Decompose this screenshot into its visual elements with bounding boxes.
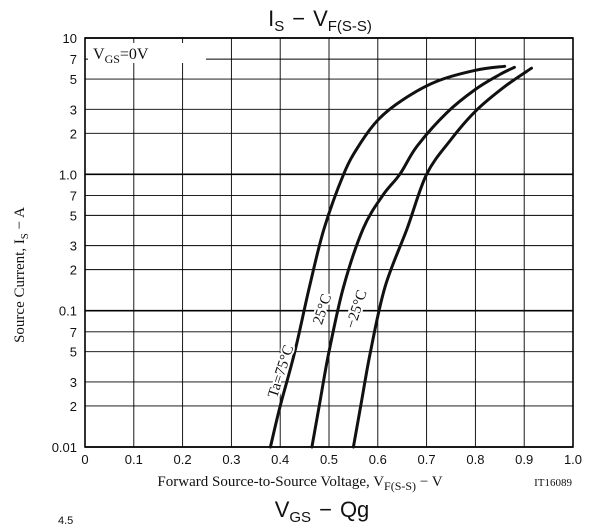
x-tick-label: 0 <box>81 452 88 467</box>
doc-code: IT16089 <box>534 477 572 489</box>
series-curve-1 <box>310 65 516 449</box>
series-curve-0 <box>268 64 507 449</box>
next-chart-title: VGS − Qg <box>275 497 370 526</box>
x-tick-label: 0.1 <box>125 452 143 467</box>
y-tick-label: 5 <box>70 345 77 360</box>
y-tick-label: 7 <box>70 52 77 67</box>
y-tick-label: 0.1 <box>59 304 77 319</box>
x-tick-label: 0.2 <box>174 452 192 467</box>
x-tick-label: 0.5 <box>320 452 338 467</box>
y-tick-label: 0.01 <box>52 440 77 455</box>
plot-grid <box>84 37 574 448</box>
x-tick-label: 0.4 <box>271 452 289 467</box>
series-curve-2 <box>351 66 533 449</box>
y-tick-label: 1.0 <box>59 167 77 182</box>
y-tick-label: 3 <box>70 102 77 117</box>
x-tick-label: 0.8 <box>466 452 484 467</box>
y-tick-label: 7 <box>70 325 77 340</box>
y-tick-label: 5 <box>70 208 77 223</box>
condition-label-box <box>88 43 206 63</box>
x-tick-labels: 0 0.1 0.2 0.3 0.4 0.5 0.6 0.7 0.8 0.9 1.0 <box>81 452 582 467</box>
y-tick-label: 2 <box>70 126 77 141</box>
y-tick-label: 3 <box>70 239 77 254</box>
next-chart-tick-fragment: 4.5 <box>58 515 73 527</box>
x-tick-label: 1.0 <box>564 452 582 467</box>
y-tick-label: 10 <box>63 31 77 46</box>
y-tick-labels: 0.01 2 3 5 7 0.1 2 3 5 7 1.0 2 3 5 7 10 <box>52 31 77 455</box>
chart-title: IS − VF(S-S) <box>268 6 372 35</box>
x-tick-label: 0.3 <box>222 452 240 467</box>
plot-frame <box>84 37 574 448</box>
y-axis-label: Source Current, IS − A <box>12 207 31 343</box>
y-tick-label: 3 <box>70 375 77 390</box>
y-tick-label: 2 <box>70 263 77 278</box>
y-tick-label: 2 <box>70 399 77 414</box>
x-tick-label: 0.9 <box>515 452 533 467</box>
series-curves <box>268 64 533 449</box>
y-tick-label: 7 <box>70 188 77 203</box>
x-tick-label: 0.6 <box>369 452 387 467</box>
x-axis-label: Forward Source-to-Source Voltage, VF(S-S… <box>157 474 442 493</box>
y-tick-label: 5 <box>70 72 77 87</box>
condition-label: VGS=0V <box>93 46 149 66</box>
x-tick-label: 0.7 <box>418 452 436 467</box>
